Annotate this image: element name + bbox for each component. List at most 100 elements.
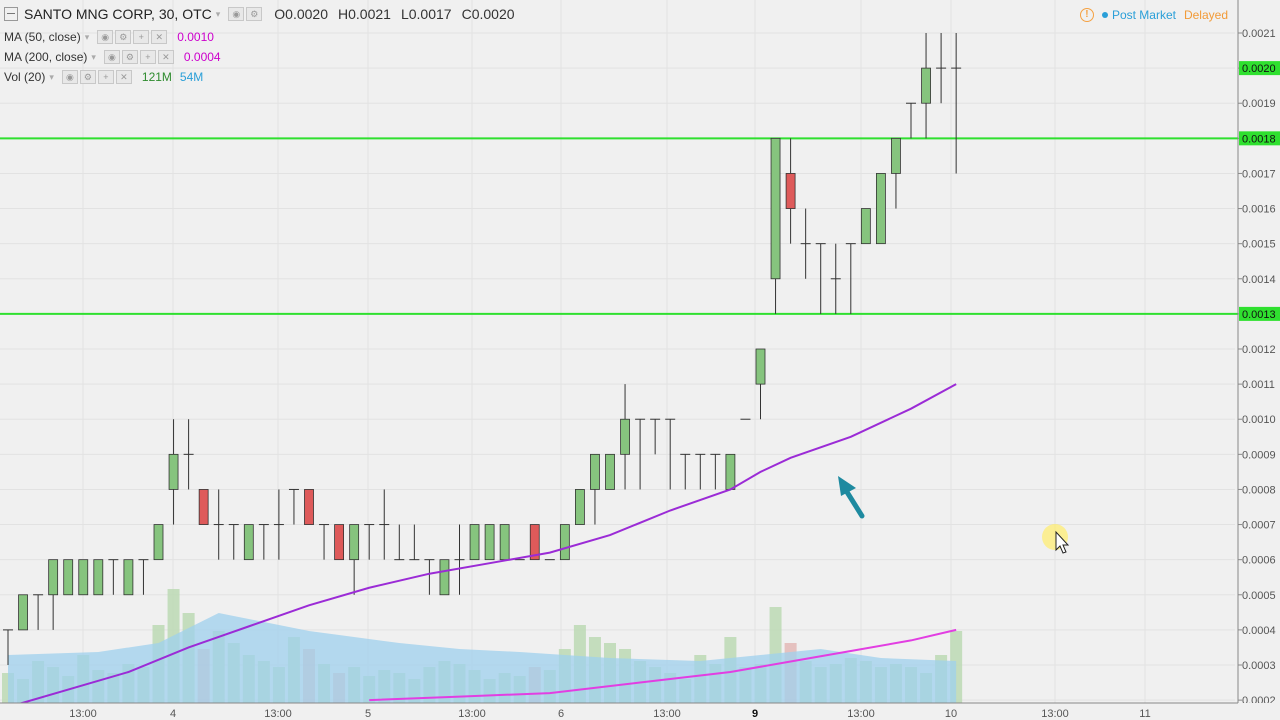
candle [484, 524, 495, 561]
volume-ma-area [8, 613, 957, 703]
post-market-label: Post Market [1111, 8, 1176, 22]
line-price-tag [1239, 306, 1280, 321]
time-tick-label: 6 [558, 708, 564, 720]
price-tick-label: 0.0015 [1242, 239, 1276, 251]
study-ma200-name[interactable]: MA (200, close) [4, 50, 88, 64]
candle [18, 594, 28, 631]
candle [33, 594, 44, 630]
chevron-down-icon[interactable]: ▾ [215, 8, 221, 19]
price-tick-label: 0.0006 [1242, 555, 1276, 567]
delayed-label: Delayed [1183, 8, 1228, 22]
candle-body [770, 137, 781, 280]
symbol-title[interactable]: SANTO MNG CORP, 30, OTC [24, 6, 212, 22]
exclamation-circle-icon[interactable]: ! [1079, 8, 1094, 22]
add-icon[interactable]: + [139, 50, 156, 64]
ohlc-high-key: H [338, 6, 349, 22]
price-tick-label: 0.0003 [1242, 660, 1276, 672]
candle [815, 243, 826, 314]
candle-body [605, 453, 615, 490]
candle-body [198, 489, 209, 525]
settings-icon[interactable]: ⚙ [246, 7, 263, 21]
arrow-shaft [844, 489, 865, 519]
settings-icon[interactable]: ⚙ [115, 30, 132, 44]
eye-icon[interactable]: ◉ [228, 7, 245, 21]
price-tick-label: 0.0011 [1242, 379, 1275, 391]
close-icon[interactable]: ✕ [115, 70, 132, 84]
candle [319, 524, 330, 560]
chevron-down-icon[interactable]: ▾ [84, 31, 90, 42]
candle [936, 33, 947, 104]
add-icon[interactable]: + [133, 30, 150, 44]
time-axis: 13:00 4 13:00 5 13:00 6 13:00 9 13:00 10 13:00 11 [0, 702, 1280, 720]
candle [349, 524, 360, 595]
candle [288, 488, 299, 525]
candle [785, 138, 796, 244]
close-icon[interactable]: ✕ [151, 30, 168, 44]
study-volume[interactable]: Vol (20) ▾ ◉ ⚙ + ✕ 121M 54M [4, 70, 203, 84]
candle [620, 384, 630, 490]
price-tick-label: 0.0021 [1242, 28, 1276, 40]
candle [499, 524, 510, 561]
candle [78, 559, 89, 596]
candle [168, 419, 179, 525]
settings-icon[interactable]: ⚙ [121, 50, 138, 64]
study-ma200[interactable]: MA (200, close) ▾ ◉ ⚙ + ✕ 0.0004 [4, 50, 221, 64]
mouse-cursor-icon [1042, 524, 1070, 554]
candle-body [725, 453, 736, 490]
candle [695, 453, 706, 490]
candle-body [123, 559, 134, 596]
candle [891, 137, 901, 209]
current-price-tag [1239, 61, 1280, 76]
candle-body [93, 559, 104, 596]
time-tick-label: 9 [752, 708, 758, 720]
candle-body [349, 524, 360, 561]
candle [138, 559, 149, 595]
settings-icon[interactable]: ⚙ [79, 70, 96, 84]
time-tick-label: 11 [1139, 708, 1150, 720]
candle [650, 418, 661, 455]
candle [951, 33, 962, 174]
time-tick-label: 4 [170, 708, 176, 720]
study-volume-name[interactable]: Vol (20) [4, 70, 46, 84]
candle-body [891, 137, 901, 174]
candle [529, 524, 540, 561]
candle-body [876, 173, 886, 245]
candle [921, 33, 931, 139]
study-ma50[interactable]: MA (50, close) ▾ ◉ ⚙ + ✕ 0.0010 [4, 30, 214, 44]
candle-body [153, 524, 164, 561]
ma50-line [7, 383, 957, 709]
candle [635, 418, 646, 490]
ohlc-high-value: 0.0021 [348, 6, 391, 22]
add-icon[interactable]: + [97, 70, 114, 84]
cursor-pointer [1055, 530, 1070, 554]
market-status: ! Post Market Delayed [1079, 8, 1228, 22]
candle [439, 559, 450, 596]
ohlc-low-value: 0.0017 [408, 6, 452, 22]
candle [725, 453, 736, 490]
volume-ma-area [8, 613, 957, 703]
candlestick-series [3, 33, 962, 665]
candle-body [590, 453, 600, 490]
line-price-tag-label: 0.0018 [1242, 133, 1276, 145]
candle [364, 524, 375, 560]
study-ma50-name[interactable]: MA (50, close) [4, 30, 81, 44]
chevron-down-icon[interactable]: ▾ [91, 51, 96, 62]
support-resistance-lines [0, 137, 1238, 315]
eye-icon[interactable]: ◉ [97, 30, 114, 44]
candle [424, 559, 435, 595]
candle [710, 453, 721, 490]
collapse-icon[interactable] [4, 7, 18, 21]
close-icon[interactable]: ✕ [157, 50, 174, 64]
arrow-head [838, 476, 856, 496]
eye-icon[interactable]: ◉ [103, 50, 120, 64]
ma200-line [369, 628, 957, 702]
ohlc-open-key: O [274, 6, 286, 22]
eye-icon[interactable]: ◉ [61, 70, 78, 84]
candle-body [755, 348, 766, 385]
current-price-label: 0.0020 [1242, 63, 1276, 75]
candle [228, 524, 239, 560]
chevron-down-icon[interactable]: ▾ [49, 71, 54, 82]
ohlc-open-value: 0.0020 [285, 6, 328, 22]
